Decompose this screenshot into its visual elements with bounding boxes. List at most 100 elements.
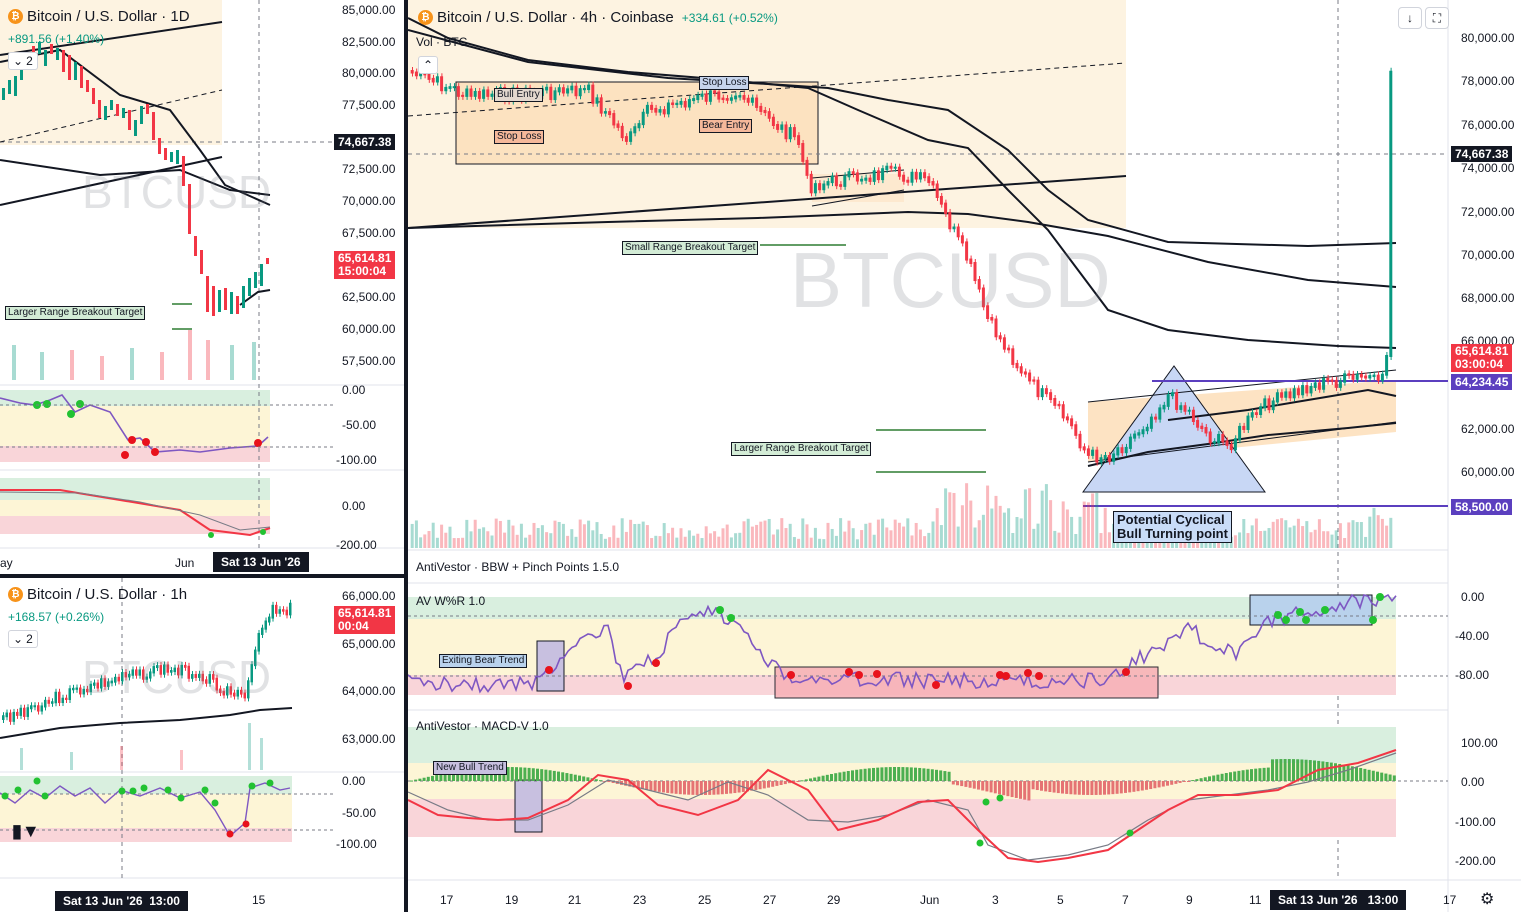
main-volume-bar <box>994 495 998 548</box>
vertical-panel-separator[interactable] <box>404 0 408 912</box>
main-candle <box>843 175 847 187</box>
main-candle <box>410 70 414 74</box>
hourly-candle <box>282 609 285 612</box>
small-range-target-label[interactable]: Small Range Breakout Target <box>622 241 759 255</box>
main-chart-pane[interactable]: BTCUSD ₿ Bitcoin / U.S. Dollar · 4h · Co… <box>408 0 1521 912</box>
horizontal-panel-separator[interactable] <box>0 574 404 578</box>
main-volume-bar <box>914 522 918 548</box>
hourly-candle <box>219 688 222 694</box>
macd-histogram-bar <box>1027 781 1031 801</box>
macd-histogram-bar <box>578 775 581 781</box>
main-volume-bar <box>431 522 435 548</box>
stop-loss-bottom-label[interactable]: Stop Loss <box>494 130 545 144</box>
main-candle <box>1170 392 1174 397</box>
exiting-bear-trend-label[interactable]: Exiting Bear Trend <box>439 654 528 668</box>
main-volume-bar <box>515 534 519 548</box>
main-volume-bar <box>692 535 696 548</box>
macd-histogram-bar <box>565 773 569 781</box>
macd-histogram-bar <box>863 768 867 781</box>
wr-indicator-label[interactable]: AV W%R 1.0 <box>416 594 486 608</box>
main-volume-bar <box>1322 531 1326 548</box>
new-bull-trend-label[interactable]: New Bull Trend <box>433 761 507 775</box>
bitcoin-coin-icon: ₿ <box>8 9 23 24</box>
hourly-chip-count: 2 <box>26 632 33 646</box>
hourly-chart-pane[interactable]: ₿ Bitcoin / U.S. Dollar · 1h +168.57 (+0… <box>0 578 404 912</box>
macd-histogram-bar <box>834 773 838 781</box>
main-candle <box>1242 425 1246 430</box>
main-candle <box>469 88 473 97</box>
stop-loss-top-label[interactable]: Stop Loss <box>699 76 750 90</box>
macd-histogram-bar <box>708 781 712 795</box>
main-candle <box>1204 427 1208 434</box>
main-volume-bar <box>1280 518 1284 548</box>
macd-histogram-bar <box>1317 760 1321 781</box>
main-candle <box>473 90 477 97</box>
hourly-candle <box>212 674 215 680</box>
main-volume-bar <box>1099 533 1103 548</box>
larger-range-target-label[interactable]: Larger Range Breakout Target <box>731 442 872 456</box>
main-candle <box>1221 433 1225 443</box>
main-volume-bar <box>927 532 931 548</box>
macd-histogram-bar <box>468 769 472 781</box>
main-volume-bar <box>1053 530 1057 548</box>
bbw-indicator-label[interactable]: AntiVestor · BBW + Pinch Points 1.5.0 <box>416 560 620 574</box>
main-candle <box>746 97 750 103</box>
macd-indicator-label[interactable]: AntiVestor · MACD-V 1.0 <box>416 719 549 733</box>
hourly-candle <box>86 688 89 693</box>
hourly-chart-title[interactable]: ₿ Bitcoin / U.S. Dollar · 1h <box>8 586 187 603</box>
macd-histogram-bar <box>1157 781 1161 788</box>
macd-histogram-bar <box>1149 781 1153 790</box>
main-volume-bar <box>557 521 561 548</box>
macd-histogram-bar <box>641 781 644 790</box>
main-collapse-button[interactable]: ⌃ <box>418 56 439 74</box>
main-candle <box>1368 375 1372 379</box>
main-candle <box>897 166 901 177</box>
hourly-y-tick: 63,000.00 <box>342 732 396 746</box>
main-candle <box>1028 372 1032 382</box>
main-chart-canvas[interactable] <box>408 0 1521 912</box>
macd-histogram-bar <box>552 770 556 781</box>
daily-chart-title[interactable]: ₿ Bitcoin / U.S. Dollar · 1D <box>8 8 190 25</box>
main-volume-bar <box>864 523 868 548</box>
daily-indicator-chip[interactable]: ⌄ 2 <box>8 52 38 70</box>
hourly-candle <box>103 678 106 687</box>
hourly-candle <box>149 671 152 679</box>
main-volume-bar <box>813 527 817 548</box>
main-volume-bar <box>616 537 620 548</box>
hourly-candle <box>16 711 19 716</box>
hourly-indicator-chip[interactable]: ⌄ 2 <box>8 630 38 648</box>
main-x-label: 17 <box>440 893 454 907</box>
main-scroll-down-button[interactable]: ↓ <box>1398 7 1422 29</box>
settings-gear-icon[interactable]: ⚙ <box>1480 891 1495 908</box>
main-volume-bar <box>960 505 964 548</box>
main-candle <box>885 165 889 171</box>
main-candle <box>448 86 452 89</box>
cyclical-turning-point-label[interactable]: Potential Cyclical Bull Turning point <box>1113 511 1232 543</box>
main-candle <box>574 85 578 97</box>
main-candle <box>1351 373 1355 380</box>
macd-histogram-bar <box>1220 773 1224 781</box>
macd-histogram-bar <box>1023 781 1027 800</box>
tradingview-logo-icon[interactable]: ▮▼ <box>12 821 40 841</box>
bear-entry-label[interactable]: Bear Entry <box>699 119 753 133</box>
macd-histogram-bar <box>1300 759 1304 781</box>
daily-chart-pane[interactable]: ₿ Bitcoin / U.S. Dollar · 1D +891.56 (+1… <box>0 0 404 574</box>
bull-entry-label[interactable]: Bull Entry <box>494 88 543 102</box>
hourly-chart-canvas[interactable] <box>0 578 404 912</box>
main-maximize-button[interactable]: ⛶ <box>1425 7 1449 29</box>
daily-larger-target-label[interactable]: Larger Range Breakout Target <box>5 306 146 320</box>
main-chart-title[interactable]: ₿ Bitcoin / U.S. Dollar · 4h · Coinbase … <box>418 9 778 26</box>
main-volume-bar <box>956 526 960 548</box>
main-volume-bar <box>612 525 616 548</box>
main-volume-bar <box>574 536 578 548</box>
macd-histogram-bar <box>998 781 1001 795</box>
hourly-candle <box>47 699 50 704</box>
macd-histogram-bar <box>909 767 913 781</box>
daily-chart-canvas[interactable] <box>0 0 404 574</box>
hourly-candles <box>2 599 292 725</box>
main-candle <box>881 168 885 181</box>
main-volume-bar <box>1023 489 1027 548</box>
main-volume-label[interactable]: Vol · BTC <box>416 35 468 49</box>
macd-histogram-bar <box>1182 781 1186 782</box>
main-candle <box>662 109 666 115</box>
